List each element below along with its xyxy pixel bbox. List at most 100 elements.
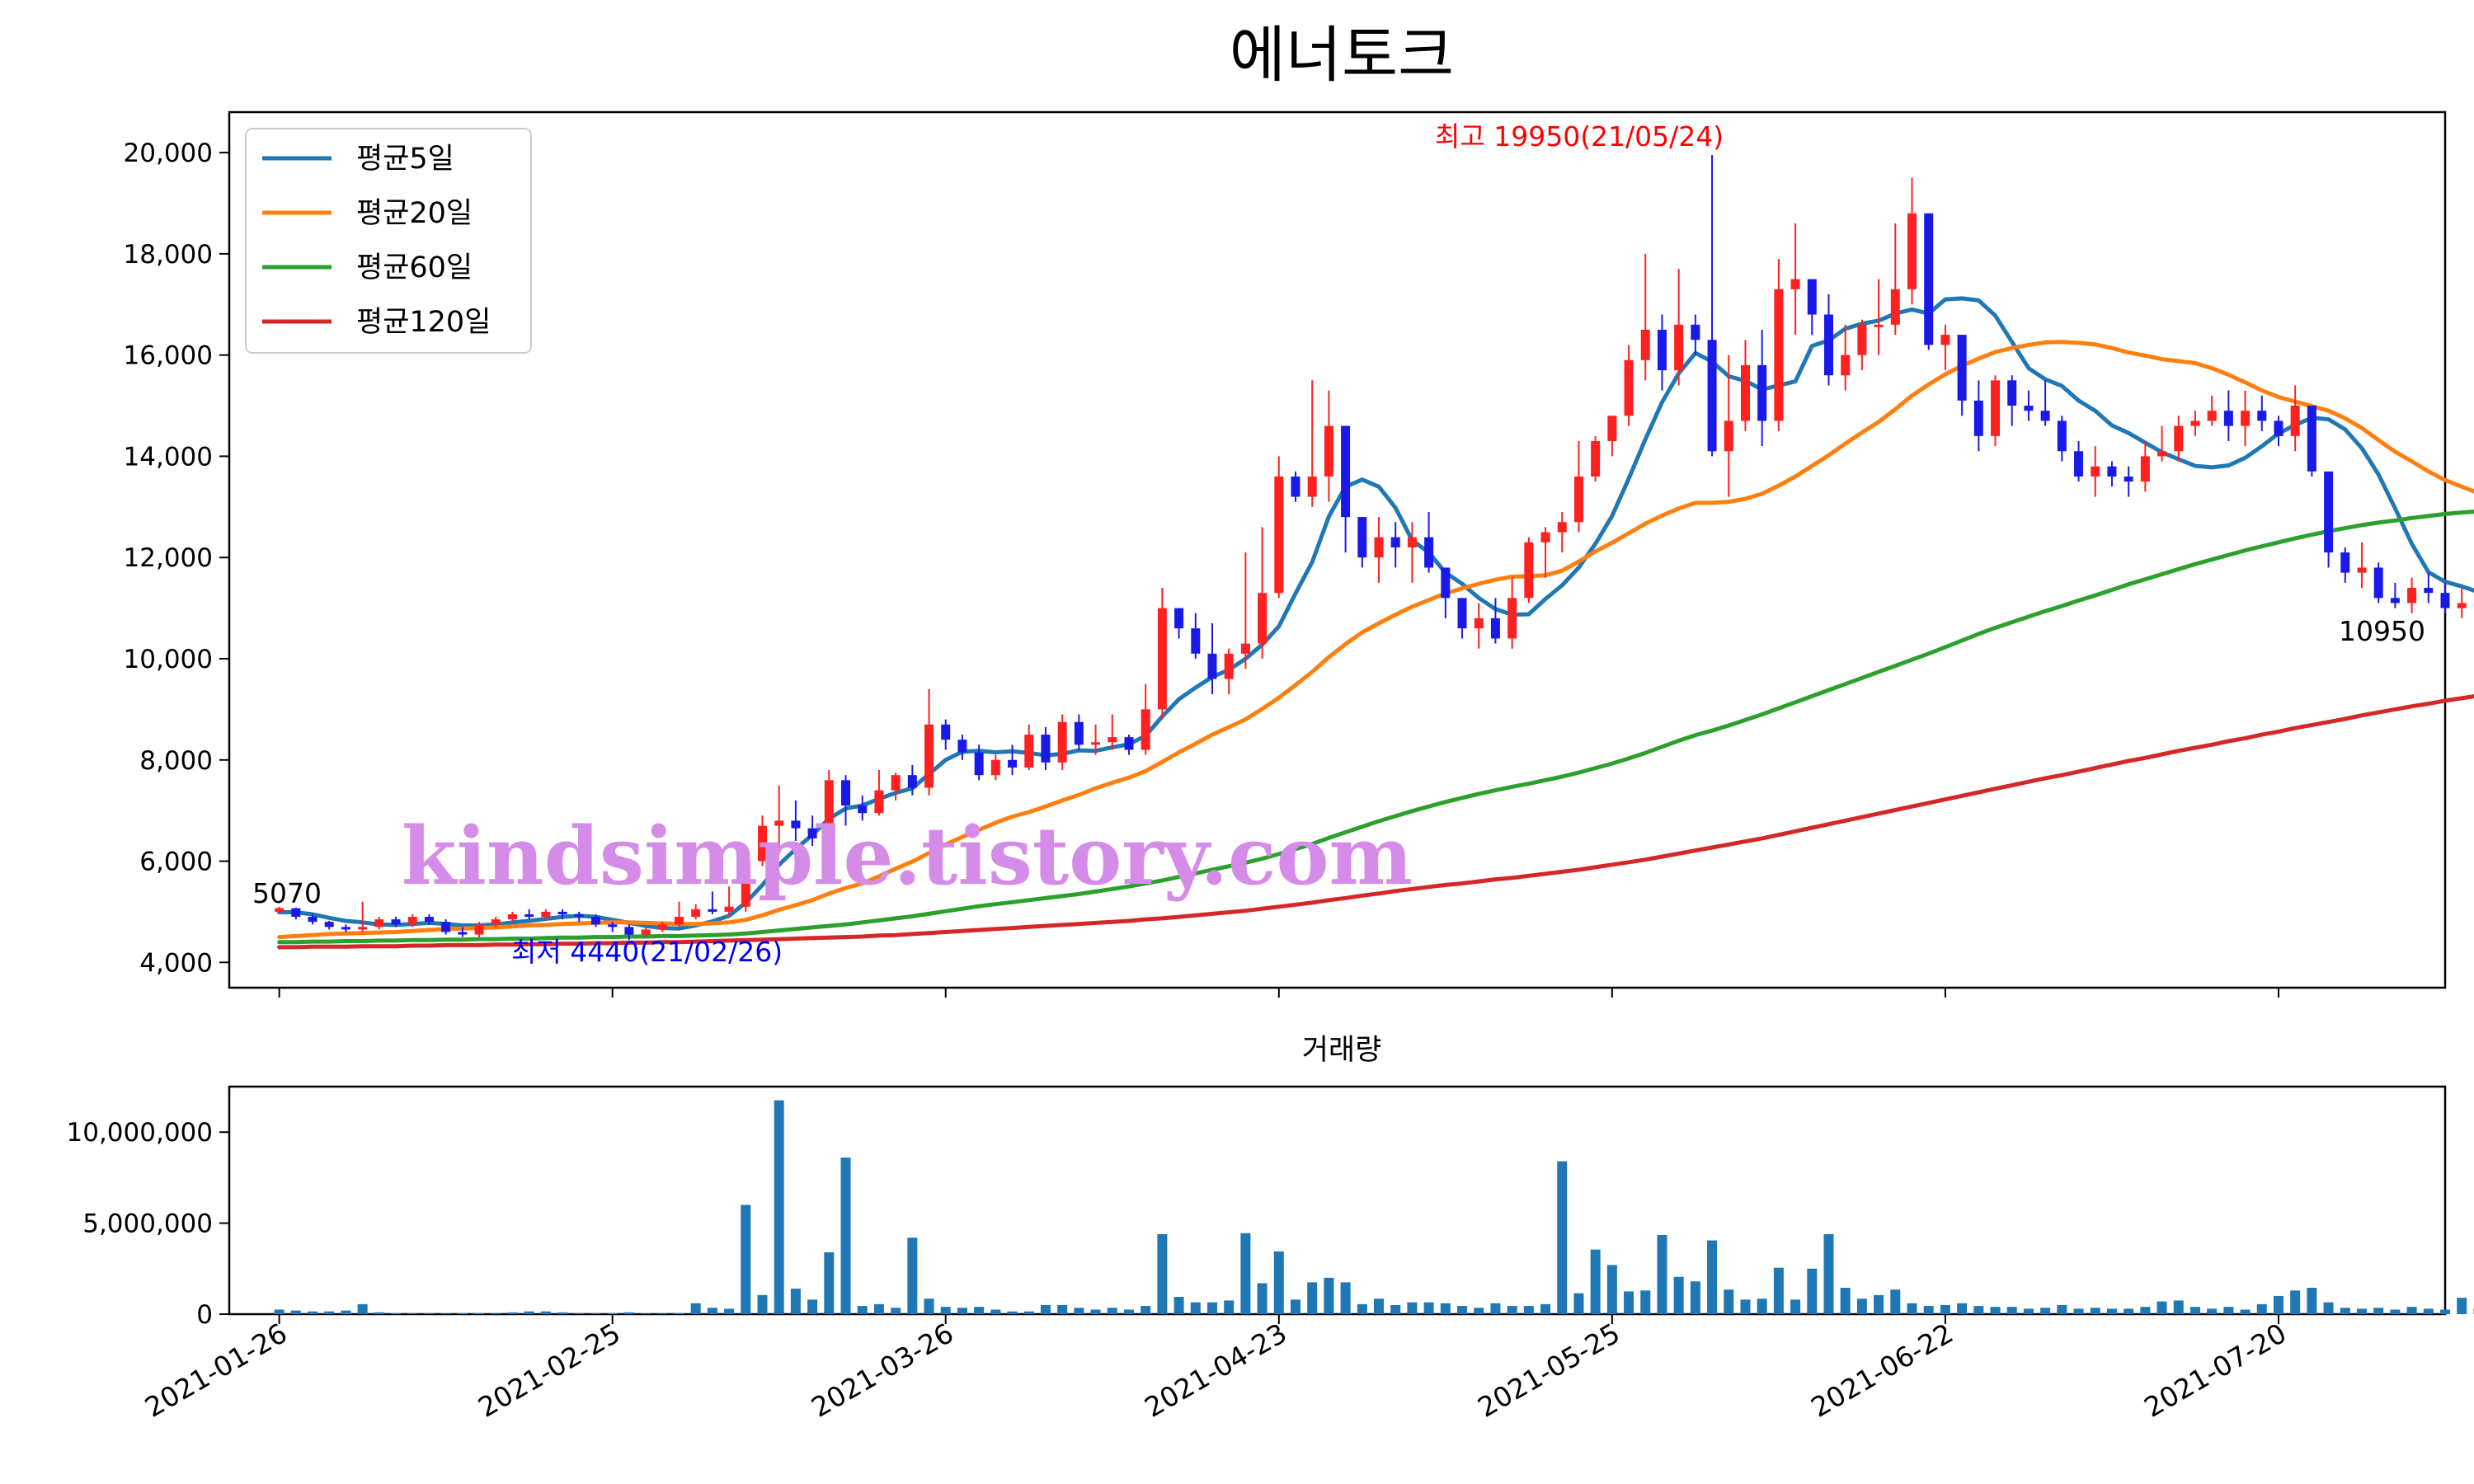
volume-bar (990, 1309, 1001, 1314)
candle (1973, 380, 1983, 452)
volume-bar (2290, 1290, 2301, 1314)
candle-body (2074, 451, 2084, 477)
candle (974, 744, 984, 781)
volume-bar (1423, 1302, 1434, 1314)
volume-x-tick-label: 2021-07-20 (2138, 1317, 2292, 1424)
volume-bar (857, 1306, 868, 1314)
candle (1108, 714, 1117, 750)
candle (574, 911, 584, 923)
candle-body (724, 906, 734, 912)
candle-body (2307, 406, 2316, 472)
volume-x-tick-label: 2021-05-25 (1472, 1317, 1625, 1424)
volume-bar (440, 1313, 451, 1314)
candle-body (275, 908, 285, 912)
volume-bar (641, 1313, 651, 1314)
volume-bar (374, 1312, 384, 1314)
volume-bar (324, 1311, 335, 1314)
candle-body (324, 922, 334, 928)
volume-bar (724, 1308, 735, 1314)
candle-body (391, 919, 401, 925)
candle-body (1857, 324, 1867, 355)
candle (1957, 335, 1967, 416)
candle (557, 909, 567, 920)
volume-bar (1573, 1293, 1584, 1314)
candle (708, 891, 717, 914)
candle-body (507, 913, 517, 920)
candle-body (1191, 628, 1201, 654)
price-y-tick-label: 16,000 (124, 341, 213, 371)
candle-body (2357, 567, 2367, 573)
candle-body (2007, 380, 2017, 406)
volume-bar (924, 1298, 934, 1314)
candle-body (1390, 537, 1400, 547)
price-y-tick-label: 12,000 (124, 543, 213, 573)
price-panel-frame (228, 110, 2447, 989)
candle-body (374, 919, 384, 928)
candle-body (1557, 522, 1567, 533)
volume-bar (457, 1313, 468, 1314)
candle-body (2390, 598, 2400, 603)
candle-body (1141, 709, 1150, 750)
candle (2290, 385, 2300, 452)
candle (590, 913, 600, 928)
candle-body (1707, 340, 1717, 452)
candle (1141, 683, 1150, 755)
candle-body (1724, 420, 1733, 452)
candle (507, 911, 517, 923)
volume-bar (2040, 1308, 2051, 1314)
volume-y-tick-label: 5,000,000 (82, 1209, 213, 1239)
volume-bar (623, 1312, 634, 1314)
candle (2207, 395, 2217, 426)
volume-bar (2207, 1308, 2218, 1314)
candle (407, 913, 417, 928)
volume-bar (757, 1294, 768, 1314)
candle (824, 770, 834, 847)
price-y-tick-label: 8,000 (139, 746, 213, 776)
candle (491, 917, 501, 928)
volume-bar (2023, 1308, 2034, 1314)
volume-bar (1707, 1240, 1718, 1314)
candle (1540, 527, 1550, 578)
candle (907, 764, 917, 796)
candle-body (557, 911, 567, 914)
candle (1707, 155, 1717, 457)
candle (1374, 517, 1384, 583)
candle (1008, 744, 1018, 776)
candle-body (708, 909, 717, 912)
candle-body (1874, 324, 1884, 327)
candle-body (1807, 279, 1817, 315)
candle (624, 924, 634, 941)
candle-body (1274, 476, 1284, 594)
candle-body (1591, 441, 1601, 477)
candle-body (1424, 537, 1434, 568)
volume-bar (1923, 1306, 1934, 1314)
volume-bar (1190, 1302, 1201, 1314)
candle (1074, 714, 1084, 750)
candle-body (1008, 759, 1018, 768)
volume-bar (1657, 1234, 1667, 1314)
candle-body (1307, 476, 1317, 497)
candle-body (907, 775, 917, 788)
candle-body (590, 917, 600, 925)
candle-body (1057, 721, 1067, 763)
candle (1724, 355, 1733, 497)
candle (1573, 441, 1583, 533)
candle (2124, 466, 2133, 497)
volume-bar (1807, 1268, 1818, 1314)
candle-body (2440, 593, 2450, 608)
candle (2340, 547, 2350, 583)
volume-bar (308, 1311, 318, 1314)
candle (1524, 537, 1534, 603)
candle-body (1374, 537, 1384, 558)
candle (791, 800, 801, 841)
volume-bar (2090, 1308, 2100, 1314)
candlesticks (275, 155, 2474, 941)
candle-body (2424, 588, 2434, 594)
volume-bar (1273, 1251, 1284, 1314)
price-y-tick-label: 14,000 (124, 442, 213, 472)
candle (858, 795, 868, 821)
candle-body (574, 913, 584, 918)
candle-body (1108, 737, 1117, 743)
candle-body (641, 929, 651, 935)
candle (2307, 406, 2316, 477)
